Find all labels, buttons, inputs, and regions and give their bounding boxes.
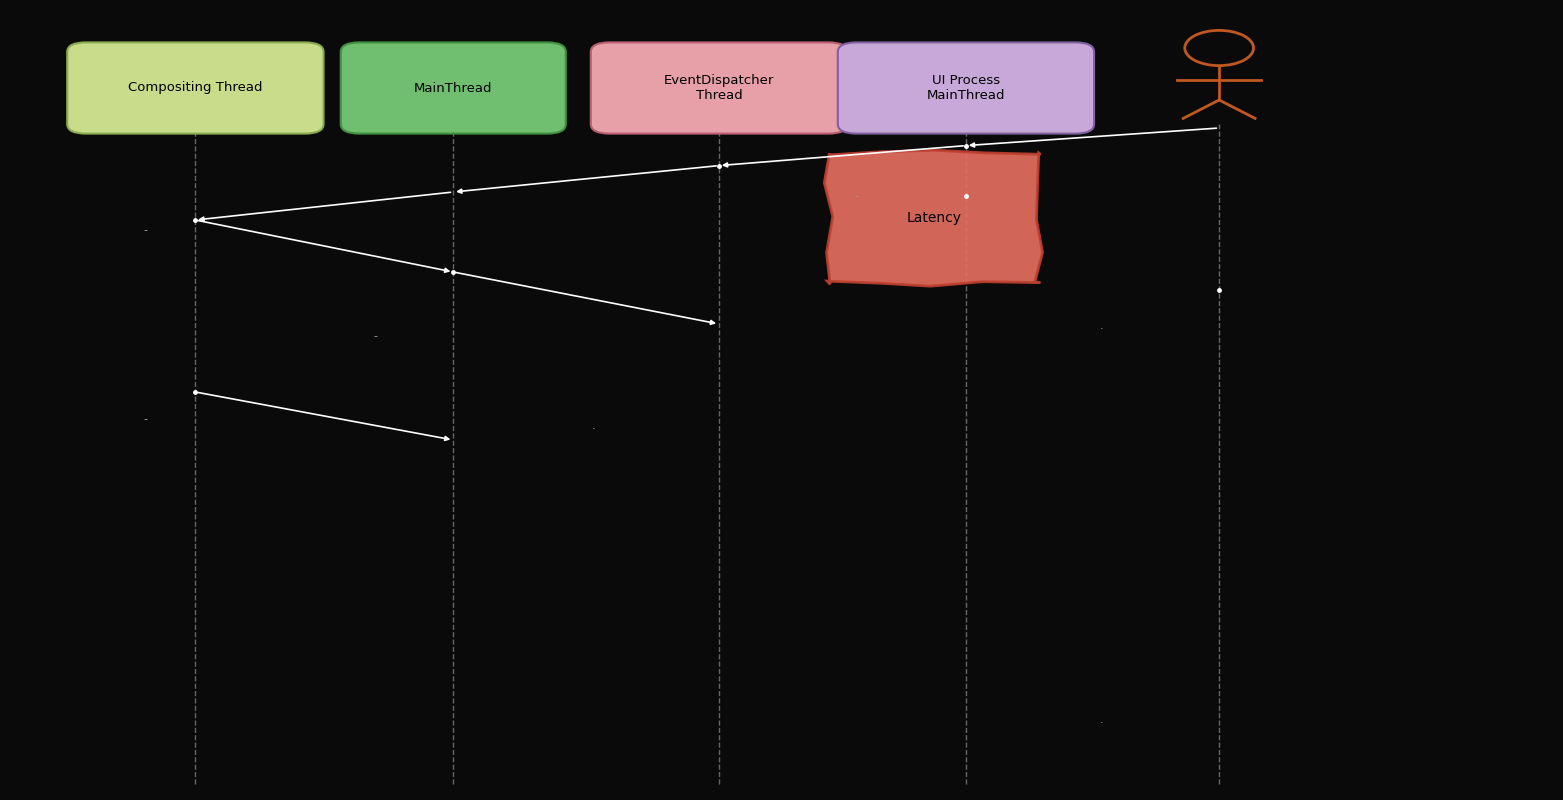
Text: .: .	[592, 422, 596, 431]
FancyBboxPatch shape	[341, 42, 566, 134]
Text: Latency: Latency	[907, 211, 961, 225]
Text: Compositing Thread: Compositing Thread	[128, 82, 263, 94]
Text: .: .	[855, 189, 858, 198]
Text: .: .	[1100, 715, 1103, 725]
Text: -: -	[144, 225, 147, 234]
FancyBboxPatch shape	[67, 42, 324, 134]
Polygon shape	[824, 150, 1043, 286]
Text: MainThread: MainThread	[414, 82, 492, 94]
Text: UI Process
MainThread: UI Process MainThread	[927, 74, 1005, 102]
Text: .: .	[1100, 321, 1103, 330]
FancyBboxPatch shape	[838, 42, 1094, 134]
Text: -: -	[374, 331, 377, 341]
Text: -: -	[144, 414, 147, 424]
Text: EventDispatcher
Thread: EventDispatcher Thread	[664, 74, 774, 102]
FancyBboxPatch shape	[591, 42, 847, 134]
